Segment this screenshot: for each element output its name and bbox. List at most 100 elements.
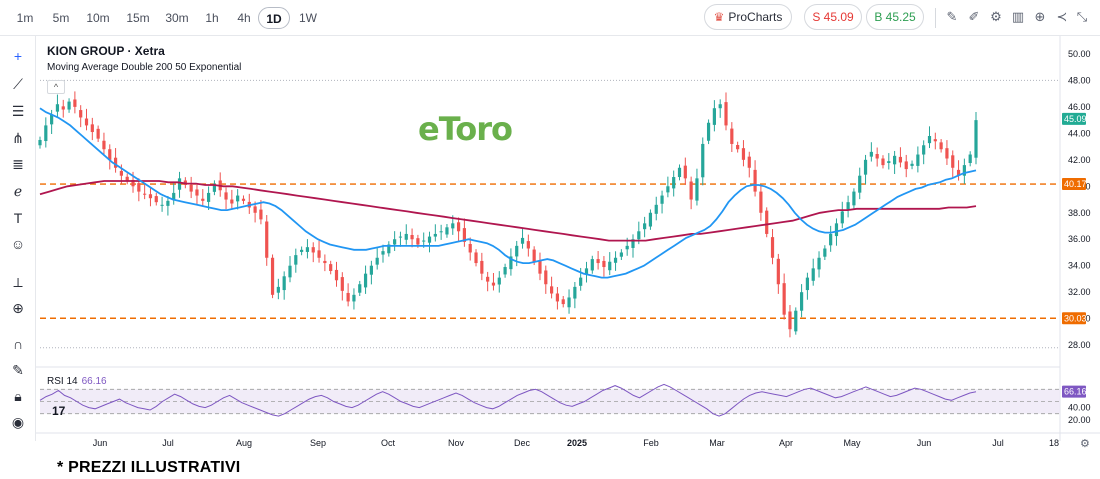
timeframe-1m[interactable]: 1m bbox=[16, 11, 34, 25]
candle-body bbox=[433, 233, 437, 237]
candle-body bbox=[294, 255, 298, 265]
rsi-band bbox=[40, 389, 1060, 414]
x-tick-label: Sep bbox=[310, 438, 326, 448]
sell-button[interactable]: S 45.09 bbox=[804, 4, 862, 30]
level-price-tag bbox=[1062, 312, 1086, 325]
timeframe-1W[interactable]: 1W bbox=[299, 11, 317, 25]
current-price-tag bbox=[1062, 112, 1086, 125]
add-icon[interactable]: ⊕ bbox=[1034, 9, 1046, 24]
brush-icon[interactable]: ℯ bbox=[13, 183, 23, 199]
candle-body bbox=[108, 149, 112, 160]
pitchfork-icon[interactable]: ⋔ bbox=[12, 130, 24, 146]
zoom-icon[interactable]: ⊕ bbox=[12, 300, 24, 316]
candle-body bbox=[643, 223, 647, 230]
price-chart[interactable]: 28.0030.0032.0034.0036.0038.0040.0042.00… bbox=[36, 36, 1100, 451]
candle-body bbox=[131, 179, 135, 187]
rsi-value-label: 66.16 bbox=[1064, 387, 1087, 397]
indicators-icon[interactable]: ▥ bbox=[1011, 9, 1025, 24]
etoro-logo: eToro bbox=[418, 110, 513, 148]
y-tick-label: 32.00 bbox=[1068, 287, 1091, 297]
crosshair-icon[interactable]: + bbox=[13, 48, 23, 64]
timeframe-30m[interactable]: 30m bbox=[165, 11, 189, 25]
candle-body bbox=[799, 292, 804, 311]
timeframe-5m[interactable]: 5m bbox=[52, 11, 70, 25]
candle-body bbox=[317, 250, 321, 258]
candle-body bbox=[736, 145, 740, 150]
candle-body bbox=[352, 294, 356, 302]
candle-body bbox=[590, 259, 594, 271]
y-tick-label: 28.00 bbox=[1068, 340, 1091, 350]
timeframe-1D[interactable]: 1D bbox=[258, 7, 290, 29]
top-toolbar: 1m 5m 10m 15m 30m 1h 4h 1D 1W ♛ ProCharts S 45.09… bbox=[0, 0, 1100, 36]
x-tick-label: Dec bbox=[514, 438, 531, 448]
fib-icon[interactable]: ≣ bbox=[12, 156, 24, 172]
candle-body bbox=[765, 210, 769, 234]
lock-draw-icon[interactable]: ✎ bbox=[12, 362, 24, 378]
level-price-label: 40.17 bbox=[1064, 179, 1087, 189]
pencil-icon[interactable]: ✎ bbox=[946, 9, 958, 24]
candle-body bbox=[497, 277, 501, 285]
procharts-button[interactable]: ♛ ProCharts bbox=[704, 4, 792, 30]
trendline-icon[interactable]: ⟋ bbox=[13, 76, 23, 92]
candle-body bbox=[829, 233, 833, 246]
eye-icon[interactable]: ◉ bbox=[11, 414, 25, 430]
candle-body bbox=[625, 245, 629, 250]
candle-body bbox=[480, 260, 484, 274]
candle-body bbox=[968, 154, 972, 163]
candle-body bbox=[154, 196, 158, 203]
collapse-icon[interactable]: ⤡ bbox=[1076, 9, 1088, 24]
lock-icon[interactable]: 🔒︎ bbox=[14, 388, 22, 404]
text-icon[interactable]: T bbox=[13, 210, 23, 226]
candle-body bbox=[427, 236, 432, 243]
candle-body bbox=[44, 125, 48, 142]
buy-button[interactable]: B 45.25 bbox=[866, 4, 924, 30]
rsi-legend: RSI 14 66.16 bbox=[47, 376, 107, 387]
candle-body bbox=[672, 177, 676, 189]
y-tick-label: 48.00 bbox=[1068, 75, 1091, 85]
candle-body bbox=[695, 178, 699, 201]
rsi-tick-label: 40.00 bbox=[1068, 403, 1091, 413]
candle-body bbox=[689, 181, 693, 200]
x-tick-label: Aug bbox=[236, 438, 252, 448]
footer-note: * PREZZI ILLUSTRATIVI bbox=[57, 459, 241, 476]
current-price-label: 45.09 bbox=[1064, 114, 1087, 124]
candle-body bbox=[701, 143, 705, 178]
timeframe-1h[interactable]: 1h bbox=[205, 11, 219, 25]
rsi-value-tag bbox=[1062, 385, 1086, 398]
candle-body bbox=[468, 244, 472, 253]
share-icon[interactable]: ≺ bbox=[1056, 9, 1068, 24]
axis-settings-icon[interactable]: ⚙ bbox=[1080, 438, 1090, 450]
candle-body bbox=[898, 156, 903, 163]
legend-collapse-button[interactable]: ^ bbox=[47, 80, 65, 94]
candle-body bbox=[910, 163, 914, 166]
candle-body bbox=[596, 259, 600, 264]
x-tick-label: Feb bbox=[643, 438, 659, 448]
candle-body bbox=[544, 270, 548, 285]
timeframe-4h[interactable]: 4h bbox=[237, 11, 251, 25]
timeframe-10m[interactable]: 10m bbox=[86, 11, 110, 25]
candle-body bbox=[712, 108, 716, 125]
candle-body bbox=[706, 122, 711, 141]
magnet-icon[interactable]: ∩ bbox=[12, 336, 24, 352]
candle-body bbox=[474, 252, 478, 264]
ruler-tool-icon[interactable]: ⟂ bbox=[13, 274, 23, 290]
candle-body bbox=[619, 252, 623, 257]
emoji-icon[interactable]: ☺ bbox=[10, 236, 26, 252]
candle-body bbox=[102, 140, 106, 150]
candle-body bbox=[61, 106, 65, 110]
settings-icon[interactable]: ⚙ bbox=[990, 9, 1002, 24]
ruler-icon[interactable]: ✐ bbox=[968, 9, 980, 24]
timeframe-15m[interactable]: 15m bbox=[126, 11, 150, 25]
horizontal-lines-icon[interactable]: ☰ bbox=[11, 103, 25, 119]
candle-body bbox=[387, 244, 391, 254]
candle-body bbox=[201, 198, 205, 201]
candle-body bbox=[206, 192, 211, 202]
candle-body bbox=[561, 299, 565, 305]
candle-body bbox=[393, 239, 397, 245]
candle-body bbox=[422, 240, 426, 242]
candle-body bbox=[404, 233, 408, 240]
candle-body bbox=[329, 264, 333, 271]
candle-body bbox=[323, 260, 327, 264]
y-tick-label: 36.00 bbox=[1068, 234, 1091, 244]
candle-body bbox=[567, 297, 571, 308]
